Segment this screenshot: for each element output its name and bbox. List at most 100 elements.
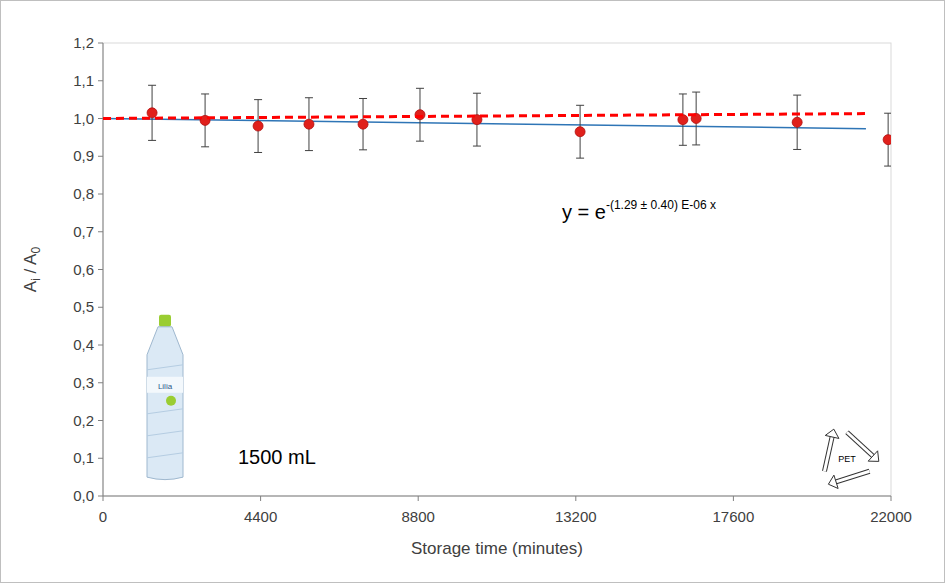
y-tick-label: 0,4 (73, 336, 94, 353)
data-point (304, 119, 314, 129)
y-tick-label: 1,1 (73, 72, 94, 89)
error-bar-cap (416, 141, 424, 142)
y-tick (98, 231, 103, 232)
y-tick (98, 156, 103, 157)
recycle-arrow (824, 437, 832, 471)
x-tick-label: 13200 (555, 508, 597, 525)
y-axis-title-part: A (21, 280, 40, 292)
y-tick-label: 0,5 (73, 298, 94, 315)
recycle-code: PET (838, 454, 856, 464)
error-bar-cap (576, 158, 584, 159)
error-bar-cap (576, 105, 584, 106)
recycle-arrow-head (868, 451, 879, 462)
error-bar-cap (148, 85, 156, 86)
y-tick (98, 269, 103, 270)
recycle-arrow-inner (824, 437, 832, 471)
data-point (358, 119, 368, 129)
x-tick-label: 8800 (402, 508, 435, 525)
error-bar (201, 94, 209, 147)
error-bar-cap (201, 146, 209, 147)
error-bar-cap (793, 149, 801, 150)
x-tick (260, 496, 261, 501)
error-bar (793, 95, 801, 149)
y-tick (98, 194, 103, 195)
y-tick-label: 0,7 (73, 223, 94, 240)
recycle-arrow-head (825, 429, 839, 438)
error-bar-cap (254, 152, 262, 153)
data-point (883, 135, 891, 145)
y-tick-label: 0,1 (73, 449, 94, 466)
bottle-ridge (147, 409, 183, 414)
x-tick-label: 0 (99, 508, 107, 525)
error-bar (416, 88, 424, 141)
y-tick (98, 496, 103, 497)
x-tick (103, 496, 104, 501)
bottle-label (147, 377, 183, 393)
volume-label: 1500 mL (238, 446, 316, 468)
y-tick-label: 0,9 (73, 147, 94, 164)
error-bar (692, 92, 700, 145)
x-axis-title: Storage time (minutes) (411, 539, 583, 558)
x-tick (891, 496, 892, 501)
error-bar-cap (679, 145, 687, 146)
y-tick-label: 0,0 (73, 487, 94, 504)
error-bar-cap (254, 99, 262, 100)
equation: y = e-(1.29 ± 0.40) E-06 x (562, 198, 716, 223)
bottle-body (147, 327, 183, 480)
bottle-leaf (166, 396, 176, 406)
plot-area (103, 43, 891, 496)
y-tick-label: 0,8 (73, 185, 94, 202)
error-bar-cap (884, 113, 891, 114)
error-bar-cap (201, 93, 209, 94)
y-tick (98, 458, 103, 459)
chart: 0,00,10,20,30,40,50,60,70,80,91,01,11,20… (0, 0, 945, 583)
y-tick-label: 0,3 (73, 374, 94, 391)
error-bar-cap (793, 95, 801, 96)
error-bar (359, 98, 367, 149)
error-bar-cap (359, 98, 367, 99)
error-bar-cap (148, 140, 156, 141)
recycle-arrow (847, 432, 873, 456)
fit-line (103, 119, 866, 129)
recycle-arrow-inner (847, 432, 873, 456)
error-bar (576, 105, 584, 158)
error-bar-cap (679, 93, 687, 94)
recycle-arrow-inner (836, 471, 870, 482)
error-bar (305, 98, 313, 151)
error-bar-cap (305, 97, 313, 98)
recycle-icon: PET (824, 429, 878, 488)
equation-exponent: -(1.29 ± 0.40) E-06 x (606, 198, 716, 212)
error-bar-cap (692, 144, 700, 145)
error-bar (148, 85, 156, 140)
y-axis-title-part: / A (21, 253, 40, 278)
x-tick-label: 17600 (713, 508, 755, 525)
bottle-ridge (147, 453, 183, 458)
error-bar-cap (359, 149, 367, 150)
error-bar-cap (884, 166, 891, 167)
y-tick (98, 420, 103, 421)
y-tick-label: 0,2 (73, 412, 94, 429)
y-tick-label: 1,0 (73, 110, 94, 127)
error-bar (473, 93, 481, 146)
error-bar-cap (692, 92, 700, 93)
x-tick (733, 496, 734, 501)
y-tick (98, 118, 103, 119)
x-tick-label: 22000 (870, 508, 912, 525)
data-point (575, 127, 585, 137)
x-tick-label: 4400 (244, 508, 277, 525)
data-point (792, 117, 802, 127)
recycle-arrow-head (828, 475, 838, 488)
x-tick (575, 496, 576, 501)
y-axis-title: Ai / A0 (21, 247, 43, 293)
error-bar-cap (416, 88, 424, 89)
x-axis (103, 496, 891, 497)
error-bar (679, 94, 687, 145)
chart-frame (1, 1, 945, 583)
x-tick (418, 496, 419, 501)
error-bar (884, 113, 891, 166)
y-tick (98, 80, 103, 81)
data-point (415, 110, 425, 120)
y-tick (98, 345, 103, 346)
y-axis-title-part: 0 (29, 247, 43, 254)
data-point (253, 121, 263, 131)
